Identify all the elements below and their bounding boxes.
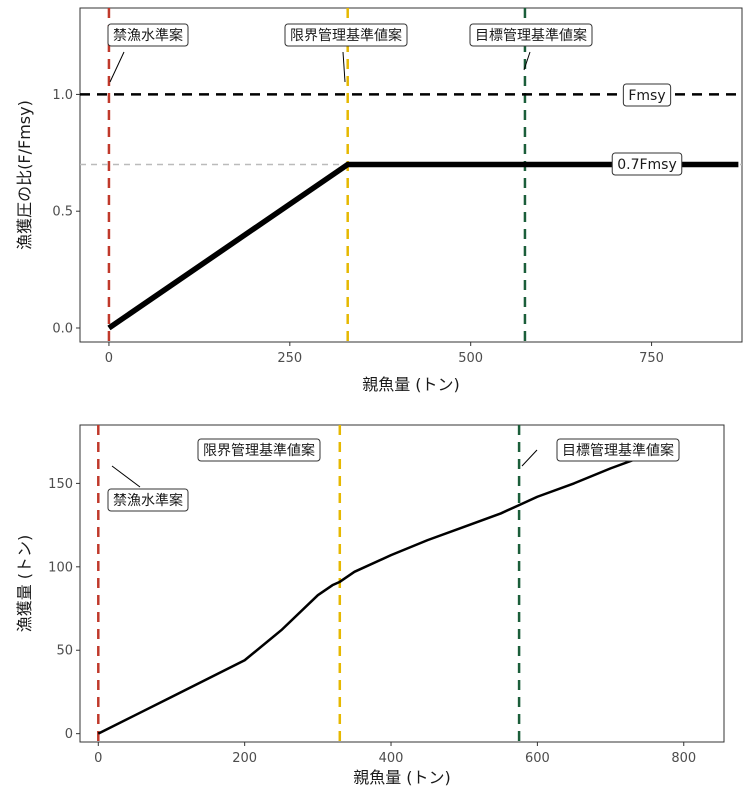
y-axis-title: 漁獲量 (トン) xyxy=(15,535,34,633)
annotation-leader xyxy=(109,51,125,83)
annotation-box xyxy=(556,438,680,462)
annotation-box xyxy=(197,438,321,462)
annotation-box xyxy=(469,23,593,47)
x-tick-label: 200 xyxy=(232,751,257,766)
x-tick-label: 800 xyxy=(671,751,696,766)
series-line xyxy=(107,161,739,331)
annotation-label: 0.7Fmsy xyxy=(617,157,677,173)
x-axis-title: 親魚量 (トン) xyxy=(362,375,460,394)
y-tick-label: 150 xyxy=(48,477,73,492)
series-line xyxy=(97,453,648,735)
annotation-leader xyxy=(342,51,346,83)
y-tick-label: 100 xyxy=(48,560,73,575)
annotation-label: Fmsy xyxy=(628,88,665,104)
annotation-leader xyxy=(521,449,538,467)
x-tick-label: 400 xyxy=(379,751,404,766)
y-axis-title: 漁獲圧の比(F/Fmsy) xyxy=(15,100,34,250)
annotation-box xyxy=(107,488,189,512)
annotation-leader xyxy=(523,51,531,71)
annotation-box xyxy=(107,23,189,47)
annotation-label: 限界管理基準値案 xyxy=(290,27,402,44)
annotation-box xyxy=(622,83,672,107)
x-tick-label: 500 xyxy=(458,351,483,366)
annotation-box xyxy=(284,23,408,47)
y-tick-label: 1.0 xyxy=(52,88,73,103)
annotation-leader xyxy=(111,465,141,488)
x-tick-label: 250 xyxy=(277,351,302,366)
plot-panel xyxy=(79,424,725,743)
y-tick-label: 0.5 xyxy=(52,205,73,220)
annotation-box xyxy=(611,152,683,176)
annotation-label: 目標管理基準値案 xyxy=(562,442,674,459)
x-tick-label: 0 xyxy=(94,751,102,766)
panel-1: 0 250 500 750 0.0 0.5 1.0 親魚量 (トン) 漁獲圧の比(F/Fmsy)… xyxy=(15,7,743,394)
y-tick-label: 0.0 xyxy=(52,321,73,336)
annotation-label: 限界管理基準値案 xyxy=(203,442,315,459)
annotation-label: 目標管理基準値案 xyxy=(475,27,587,44)
panel-2: 0 200 400 600 800 0 50 100 150 親魚量 (トン) 漁獲量 (トン) 禁漁… xyxy=(15,424,725,787)
y-tick-label: 50 xyxy=(56,644,73,659)
x-tick-label: 0 xyxy=(105,351,113,366)
annotation-label: 禁漁水準案 xyxy=(113,27,183,44)
x-tick-label: 600 xyxy=(525,751,550,766)
y-tick-label: 0 xyxy=(65,727,73,742)
annotation-label: 禁漁水準案 xyxy=(113,492,183,509)
x-axis-title: 親魚量 (トン) xyxy=(353,768,451,787)
x-tick-label: 750 xyxy=(639,351,664,366)
